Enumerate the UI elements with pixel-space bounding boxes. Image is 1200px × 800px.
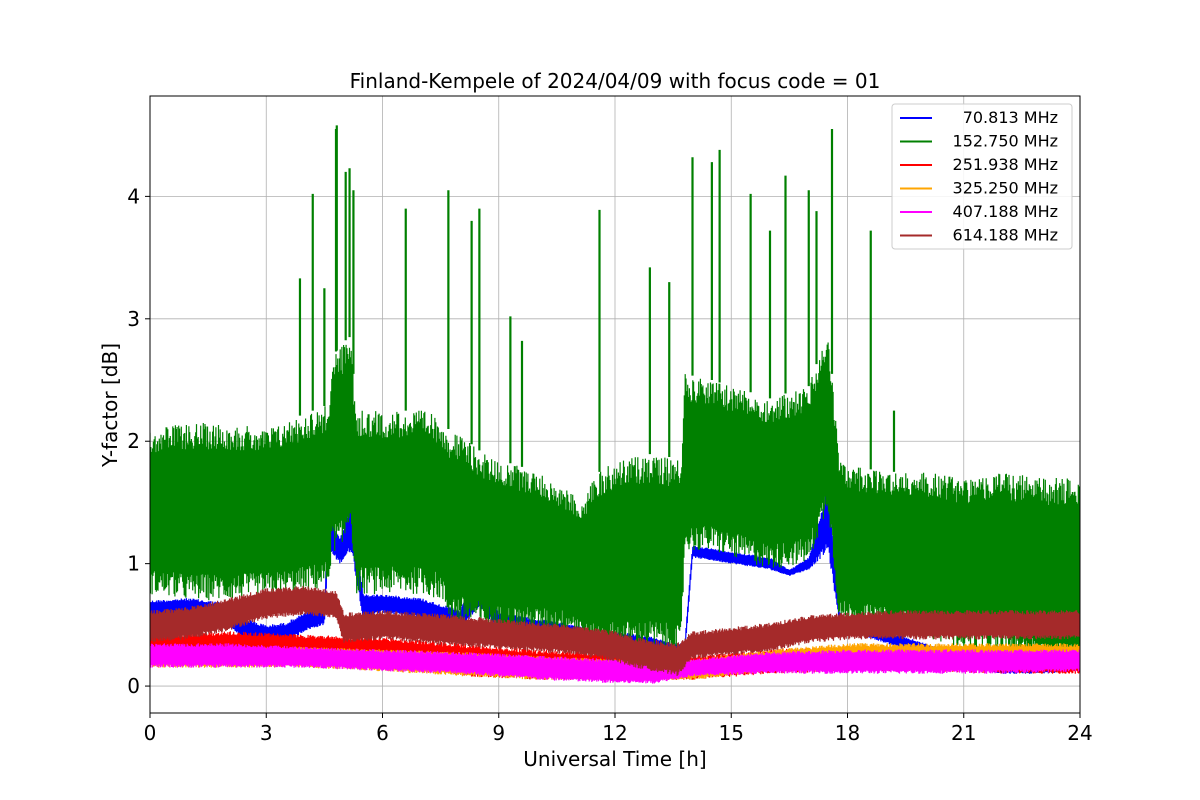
legend-box (891, 103, 1073, 250)
x-tick-label: 9 (492, 721, 505, 745)
legend-label: 152.750 MHz (953, 132, 1058, 151)
y-tick-label: 4 (127, 184, 140, 208)
legend: 70.813 MHz 152.750 MHz 251.938 MHz 325.250 … (891, 103, 1073, 250)
chart-title: Finland-Kempele of 2024/04/09 with focus… (350, 69, 881, 93)
x-axis-label: Universal Time [h] (523, 747, 706, 771)
x-tick-label: 21 (951, 721, 976, 745)
x-tick-label: 3 (260, 721, 273, 745)
x-tick-label: 12 (602, 721, 627, 745)
legend-label: 614.188 MHz (953, 226, 1058, 245)
y-axis-label: Y-factor [dB] (98, 343, 122, 468)
y-tick-label: 0 (127, 674, 140, 698)
series-line (150, 342, 1080, 672)
legend-label: 325.250 MHz (953, 179, 1058, 198)
x-tick-label: 15 (719, 721, 744, 745)
series-layer (150, 125, 1080, 684)
series-line (150, 643, 1080, 684)
x-tick-label: 24 (1067, 721, 1092, 745)
legend-label: 407.188 MHz (953, 202, 1058, 221)
legend-label: 70.813 MHz (963, 108, 1058, 127)
x-tick-label: 18 (835, 721, 860, 745)
legend-label: 251.938 MHz (953, 155, 1058, 174)
y-tick-label: 2 (127, 429, 140, 453)
y-tick-label: 3 (127, 307, 140, 331)
x-tick-label: 0 (144, 721, 157, 745)
y-tick-label: 1 (127, 552, 140, 576)
x-tick-label: 6 (376, 721, 389, 745)
series-line (150, 585, 1080, 677)
